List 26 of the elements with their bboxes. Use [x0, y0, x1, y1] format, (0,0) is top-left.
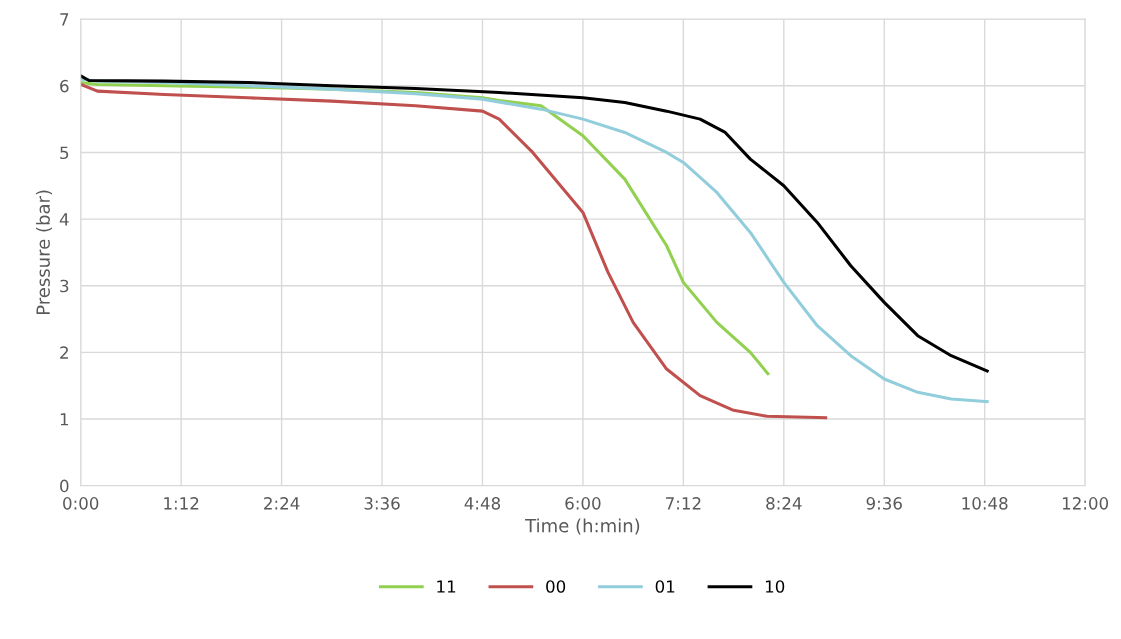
x-tick-label: 1:12: [164, 497, 199, 510]
x-tick-label: 8:24: [766, 497, 802, 510]
y-tick-label: 4: [59, 213, 69, 226]
x-tick-label: 6:00: [565, 497, 601, 510]
x-axis-title: Time (h:min): [525, 518, 640, 535]
legend-label: 11: [437, 580, 456, 593]
x-tick-label: 0:00: [63, 497, 99, 510]
y-tick-label: 1: [60, 413, 69, 426]
y-tick-label: 6: [60, 79, 69, 93]
y-tick-label: 5: [60, 146, 69, 160]
y-tick-label: 2: [60, 346, 68, 359]
legend-label: 10: [765, 580, 785, 593]
line-series: [80, 82, 828, 420]
x-tick-label: 9:36: [866, 497, 902, 510]
x-tick-label: 2:24: [264, 497, 300, 510]
x-tick-label: 12:00: [1062, 497, 1109, 510]
legend-label: 01: [655, 580, 675, 593]
y-tick-label: 7: [60, 13, 69, 26]
x-tick-label: 10:48: [962, 497, 1008, 510]
y-axis-title: Pressure (bar): [35, 190, 53, 315]
legend-label: 00: [546, 580, 566, 593]
x-tick-label: 4:48: [464, 497, 501, 510]
x-tick-label: 3:36: [364, 497, 400, 510]
x-tick-label: 7:12: [666, 497, 701, 510]
y-tick-label: 0: [60, 479, 69, 493]
y-tick-label: 3: [60, 279, 69, 293]
